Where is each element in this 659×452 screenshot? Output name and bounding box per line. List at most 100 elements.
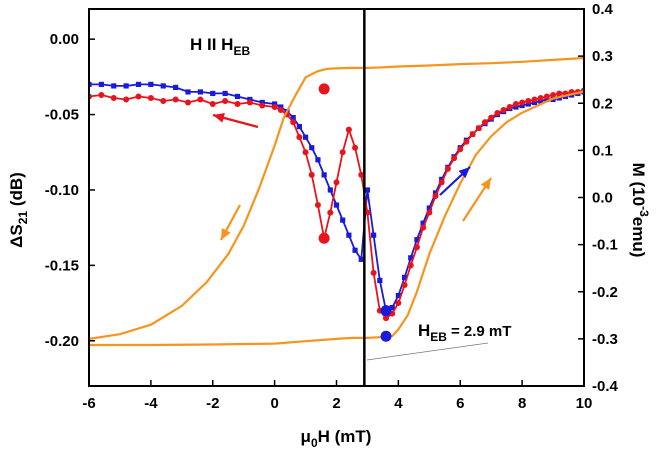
left-y-label-post: (dB) bbox=[7, 172, 26, 211]
right-y-tick-label: 0.4 bbox=[592, 1, 614, 18]
series-1-point bbox=[383, 315, 389, 322]
series-1-point bbox=[271, 104, 278, 111]
series-1-point bbox=[246, 99, 253, 106]
series-1-point bbox=[277, 107, 284, 114]
series-0-point bbox=[364, 187, 371, 193]
x-tick-label: 2 bbox=[332, 395, 340, 412]
series-0-point bbox=[296, 124, 302, 130]
series-0-point bbox=[321, 172, 327, 178]
left-y-label-pre: ΔS bbox=[7, 224, 26, 248]
series-0-point bbox=[89, 81, 92, 87]
x-axis-label: μ0H (mT) bbox=[301, 427, 372, 450]
series-0-point bbox=[544, 96, 550, 103]
series-0-point bbox=[272, 101, 278, 107]
series-1-point bbox=[333, 179, 340, 186]
series-1-point bbox=[556, 90, 563, 97]
series-1-point bbox=[123, 96, 130, 103]
series-1-point bbox=[469, 131, 476, 138]
x-tick-label: 6 bbox=[456, 395, 464, 412]
highlight-point-3 bbox=[380, 305, 392, 317]
highlight-point-2 bbox=[380, 330, 392, 342]
series-1-point bbox=[519, 99, 526, 106]
series-1-point bbox=[110, 94, 117, 101]
series-0-point bbox=[395, 292, 401, 299]
series-0-point bbox=[259, 99, 265, 106]
series-0-point bbox=[197, 89, 203, 95]
series-0-point bbox=[432, 190, 439, 196]
series-1-point bbox=[395, 300, 402, 307]
series-1-point bbox=[537, 94, 544, 101]
series-1-point bbox=[197, 96, 204, 103]
series-1-point bbox=[488, 114, 495, 121]
blue-arrow-head bbox=[458, 167, 470, 179]
series-0-point bbox=[352, 247, 358, 253]
plot-frame bbox=[88, 8, 585, 387]
series-1-point bbox=[147, 94, 154, 101]
right-y-label-post: emu) bbox=[629, 217, 648, 258]
series-1-point bbox=[482, 119, 488, 126]
series-0-point bbox=[333, 202, 340, 208]
x-axis-label-pre: μ bbox=[301, 427, 311, 446]
series-1-point bbox=[259, 102, 266, 109]
series-0-point bbox=[210, 90, 216, 97]
x-tick-label: 8 bbox=[518, 395, 526, 412]
left-y-tick-label: 0.00 bbox=[50, 31, 79, 48]
series-0-point bbox=[389, 304, 395, 311]
series-1-point bbox=[352, 144, 359, 151]
series-0-point bbox=[420, 220, 426, 226]
red-arrow-head bbox=[213, 113, 225, 123]
series-0-point bbox=[340, 217, 346, 223]
heb-annotation-sub: EB bbox=[430, 330, 447, 344]
series-0-point bbox=[234, 93, 241, 100]
series-1-point bbox=[364, 209, 371, 216]
series-0-point bbox=[185, 89, 191, 95]
series-0-point bbox=[278, 104, 284, 110]
series-0-point bbox=[426, 205, 432, 211]
x-axis-label-sub: 0 bbox=[311, 436, 318, 450]
series-1-point bbox=[222, 97, 229, 104]
right-y-tick-label: 0.0 bbox=[592, 190, 613, 207]
heb-annotation-main: H bbox=[418, 321, 430, 340]
series-1-point bbox=[494, 110, 501, 117]
series-1-point bbox=[475, 125, 482, 132]
plot-curves bbox=[89, 56, 584, 347]
series-0-point bbox=[98, 81, 104, 87]
series-1-point bbox=[370, 269, 377, 276]
series-0-point bbox=[309, 145, 315, 151]
heb-annotation-value: = 2.9 mT bbox=[451, 323, 511, 340]
highlight-point-0 bbox=[318, 83, 330, 95]
series-1-point bbox=[543, 93, 550, 100]
series-1-point bbox=[135, 93, 142, 100]
series-1-point bbox=[451, 155, 458, 162]
series-0-point bbox=[538, 98, 544, 104]
series-0-point bbox=[148, 81, 154, 87]
exchange-bias-pointer bbox=[366, 342, 489, 361]
series-1-point bbox=[432, 192, 439, 199]
series-1-point bbox=[550, 91, 557, 98]
left-y-axis-ticks: 0.00 -0.05 -0.10 -0.15 -0.20 bbox=[45, 31, 95, 350]
x-tick-label: 10 bbox=[576, 395, 593, 412]
series-0-point bbox=[327, 187, 333, 193]
right-y-tick-label: 0.1 bbox=[592, 142, 613, 159]
series-0-line bbox=[89, 83, 584, 312]
series-3-line bbox=[89, 90, 584, 347]
x-tick-label: 4 bbox=[394, 395, 403, 412]
series-1-point bbox=[407, 262, 414, 269]
series-0-point bbox=[135, 81, 142, 87]
direction-arrows bbox=[212, 113, 492, 241]
series-1-point bbox=[234, 101, 241, 108]
series-1-point bbox=[327, 209, 334, 216]
orange-arrow-up-head bbox=[480, 178, 491, 190]
series-0-point bbox=[302, 134, 309, 140]
series-1-point bbox=[531, 96, 538, 103]
right-y-tick-label: -0.1 bbox=[592, 237, 618, 254]
series-0-point bbox=[315, 157, 321, 163]
series-1-point bbox=[512, 101, 519, 108]
x-axis-label-post: H (mT) bbox=[318, 427, 372, 446]
series-0-point bbox=[408, 255, 414, 261]
series-1-point bbox=[209, 101, 216, 108]
x-tick-label: 0 bbox=[270, 395, 278, 412]
series-0-point bbox=[519, 102, 525, 109]
series-1-point bbox=[302, 149, 309, 156]
x-tick-label: -6 bbox=[82, 395, 95, 412]
